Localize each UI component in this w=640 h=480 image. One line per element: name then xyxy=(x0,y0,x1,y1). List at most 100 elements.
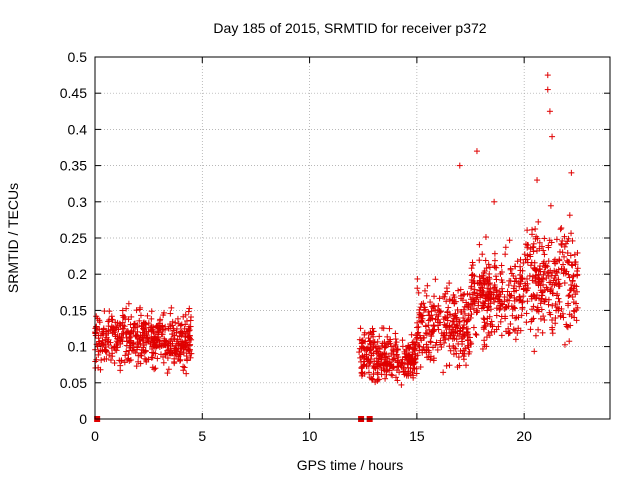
data-point xyxy=(124,338,131,345)
data-point xyxy=(185,308,192,315)
data-point xyxy=(403,354,410,361)
data-point xyxy=(185,346,192,353)
data-point xyxy=(423,330,430,337)
data-point xyxy=(537,300,544,307)
data-point xyxy=(127,321,134,328)
data-point xyxy=(480,274,487,281)
data-point xyxy=(127,329,134,336)
data-point xyxy=(149,326,156,333)
data-point xyxy=(507,266,514,273)
data-point xyxy=(449,324,456,331)
data-point xyxy=(460,324,467,331)
data-point xyxy=(394,377,401,384)
data-point xyxy=(491,198,498,205)
data-point xyxy=(512,275,519,282)
data-point xyxy=(409,372,416,379)
plot-frame xyxy=(94,56,611,420)
data-point xyxy=(140,320,147,327)
data-point xyxy=(446,296,453,303)
data-point xyxy=(182,311,189,318)
data-point xyxy=(444,288,451,295)
data-point xyxy=(531,348,538,355)
data-point xyxy=(162,351,169,358)
data-point xyxy=(542,262,549,269)
data-point xyxy=(169,340,176,347)
data-point xyxy=(142,355,149,362)
data-point xyxy=(164,370,171,377)
data-point xyxy=(555,307,562,314)
data-point xyxy=(169,331,176,338)
data-point xyxy=(357,325,364,332)
data-point xyxy=(452,345,459,352)
data-point xyxy=(363,355,370,362)
data-point xyxy=(486,270,493,277)
data-point xyxy=(105,328,112,335)
data-point xyxy=(574,272,581,279)
data-point xyxy=(375,355,382,362)
x-tick-label: 5 xyxy=(198,428,206,444)
data-point xyxy=(561,233,568,240)
data-point xyxy=(438,344,445,351)
data-point xyxy=(384,355,391,362)
data-point xyxy=(187,350,194,357)
data-point xyxy=(493,312,500,319)
data-point xyxy=(119,330,126,337)
data-point xyxy=(538,295,545,302)
y-tick-label: 0.1 xyxy=(68,339,88,355)
data-point xyxy=(414,285,421,292)
data-point xyxy=(138,350,145,357)
data-point xyxy=(482,323,489,330)
data-point xyxy=(123,348,130,355)
data-point xyxy=(512,336,519,343)
data-point xyxy=(360,362,367,369)
data-point xyxy=(108,323,115,330)
data-point xyxy=(484,277,491,284)
data-point xyxy=(524,259,531,266)
data-point xyxy=(426,326,433,333)
data-point xyxy=(175,345,182,352)
data-point xyxy=(529,273,536,280)
data-point xyxy=(568,281,575,288)
data-point xyxy=(143,339,150,346)
data-point xyxy=(502,244,509,251)
data-point xyxy=(150,324,157,331)
data-point xyxy=(374,338,381,345)
data-point xyxy=(443,362,450,369)
data-point xyxy=(522,241,529,248)
data-point xyxy=(367,346,374,353)
data-point xyxy=(106,316,113,323)
data-point xyxy=(427,353,434,360)
data-point xyxy=(425,308,432,315)
data-point xyxy=(516,271,523,278)
data-point xyxy=(175,320,182,327)
data-point xyxy=(366,360,373,367)
data-point xyxy=(471,289,478,296)
data-point xyxy=(516,297,523,304)
data-point xyxy=(100,325,107,332)
data-point xyxy=(468,272,475,279)
data-point xyxy=(119,325,126,332)
data-point xyxy=(446,280,453,287)
data-point xyxy=(149,354,156,361)
data-point xyxy=(498,285,505,292)
data-point xyxy=(566,274,573,281)
data-point xyxy=(493,288,500,295)
data-point xyxy=(390,351,397,358)
data-point xyxy=(409,369,416,376)
data-point xyxy=(130,321,137,328)
data-point xyxy=(358,369,365,376)
data-point xyxy=(549,330,556,337)
data-point xyxy=(545,296,552,303)
data-point xyxy=(515,325,522,332)
data-point xyxy=(424,282,431,289)
data-point xyxy=(423,292,430,299)
data-point xyxy=(415,323,422,330)
data-point xyxy=(449,336,456,343)
data-point xyxy=(455,354,462,361)
data-point xyxy=(568,169,575,176)
data-point xyxy=(167,310,174,317)
data-point xyxy=(422,322,429,329)
data-point xyxy=(366,374,373,381)
data-point xyxy=(186,327,193,334)
data-point xyxy=(498,262,505,269)
